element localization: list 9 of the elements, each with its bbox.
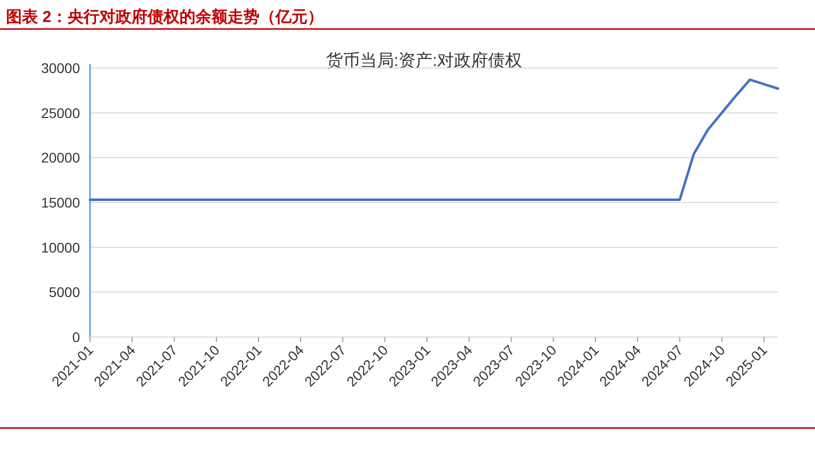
y-tick-label: 30000 — [41, 60, 80, 76]
y-tick-label: 25000 — [41, 104, 80, 121]
y-tick-label: 5000 — [48, 284, 80, 300]
line-series — [88, 78, 780, 202]
y-tick-label: 0 — [72, 329, 80, 345]
y-tick-label: 20000 — [41, 150, 80, 166]
y-tick-label: 15000 — [41, 194, 80, 210]
chart-title: 图表 2：央行对政府债权的余额走势（亿元） — [6, 7, 324, 26]
y-tick-label: 10000 — [41, 239, 80, 256]
